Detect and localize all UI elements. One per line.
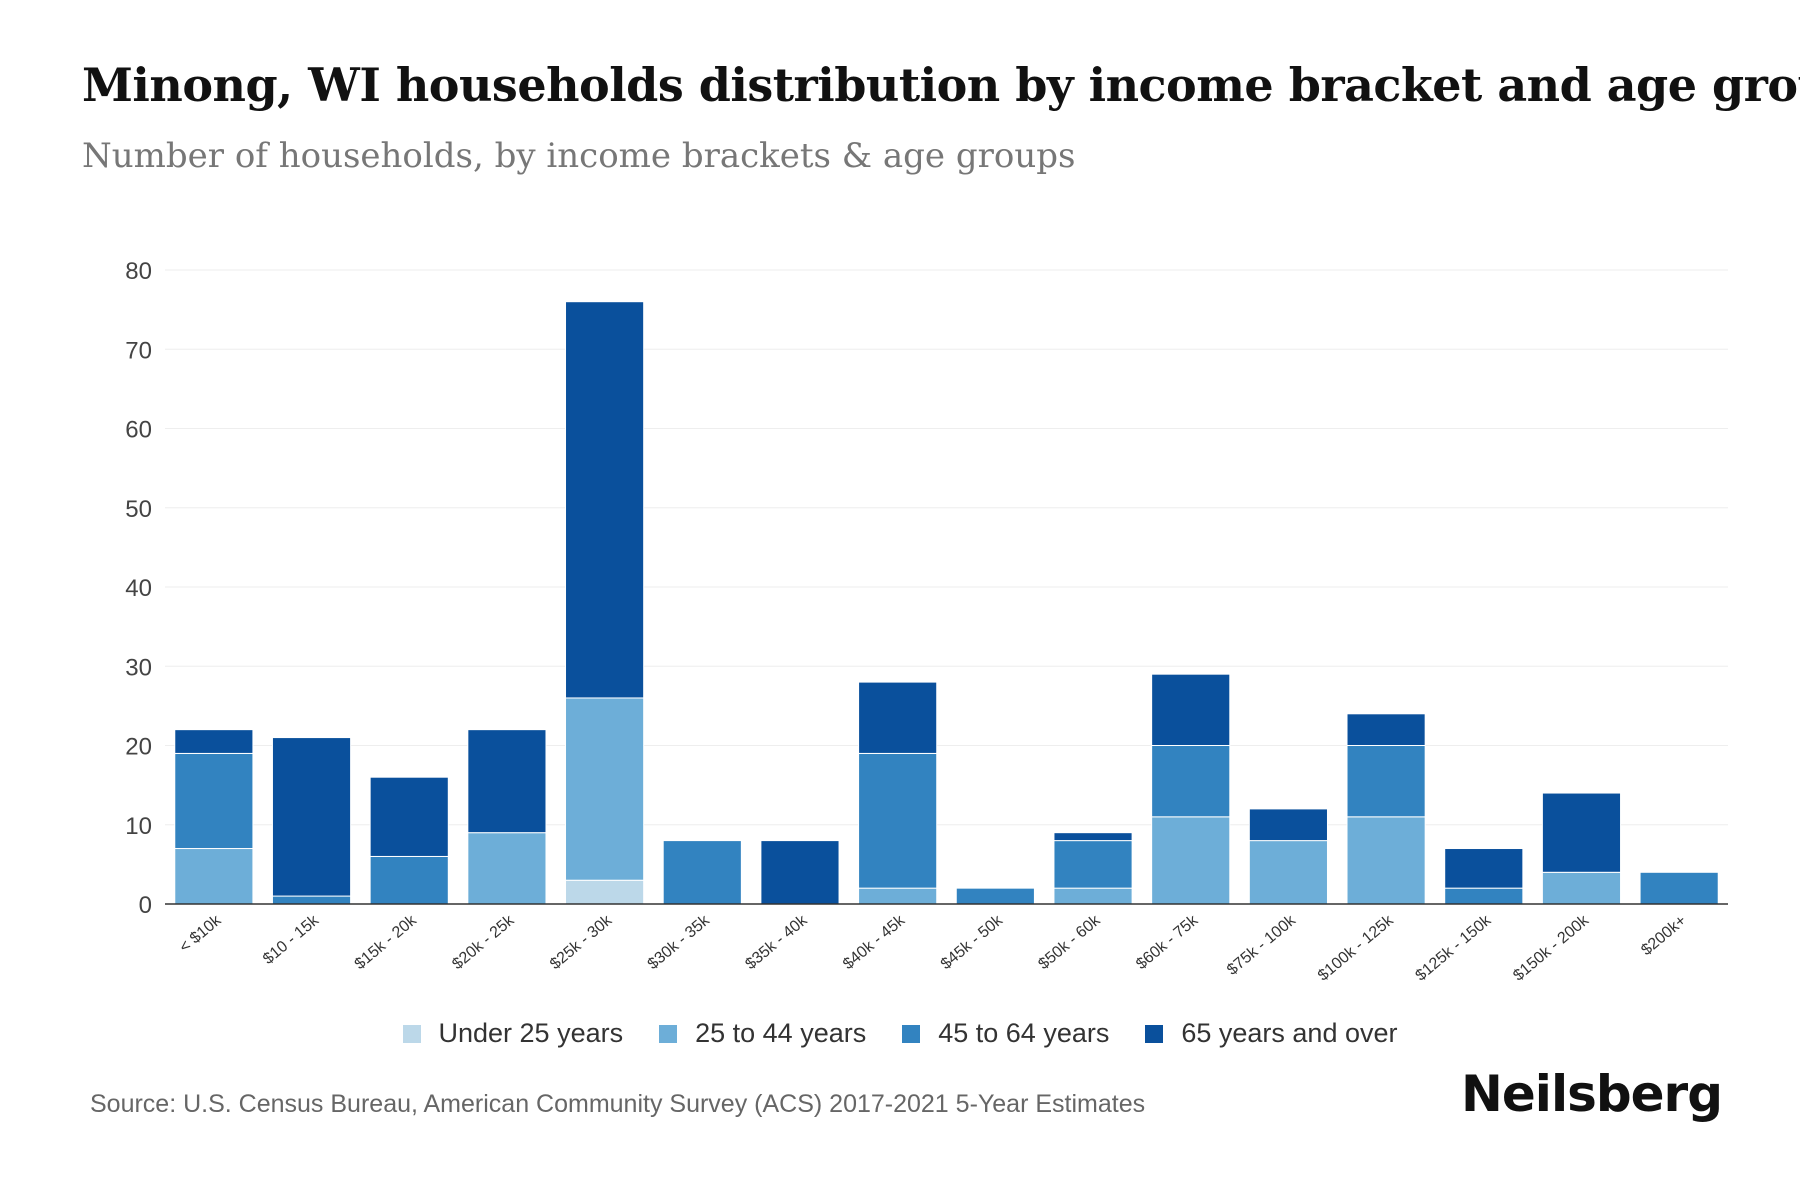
chart-title: Minong, WI households distribution by in… <box>82 58 1800 112</box>
legend-swatch <box>902 1024 921 1043</box>
chart-subtitle: Number of households, by income brackets… <box>82 136 1076 176</box>
bar-segment <box>271 895 352 905</box>
y-tick-label: 80 <box>125 258 152 285</box>
bar-segment <box>1346 816 1426 905</box>
bar-segment <box>271 737 352 897</box>
bar-segment <box>1346 713 1426 746</box>
chart-legend: Under 25 years 25 to 44 years 45 to 64 yea… <box>0 1018 1800 1049</box>
bar-segment <box>760 840 840 905</box>
legend-item: 45 to 64 years <box>902 1018 1109 1049</box>
x-tick-label: $50k - 60k <box>1035 911 1104 973</box>
y-tick-label: 20 <box>125 734 152 761</box>
bar-segment <box>858 681 938 754</box>
brand-logo: Neilsberg <box>1461 1065 1723 1123</box>
y-tick-label: 40 <box>125 575 152 602</box>
x-tick-label: $25k - 30k <box>547 911 616 973</box>
x-tick-label: $40k - 45k <box>840 911 909 973</box>
x-tick-label: $35k - 40k <box>742 911 811 973</box>
bar-segment <box>1639 871 1719 905</box>
bar-segment <box>467 729 547 834</box>
bar-segment <box>1053 832 1133 842</box>
x-tick-label: $15k - 20k <box>352 911 421 973</box>
bar-segment <box>1248 840 1328 905</box>
bar-segment <box>369 855 449 905</box>
y-tick-label: 10 <box>125 813 152 840</box>
y-tick-label: 60 <box>125 417 152 444</box>
bar-segment <box>565 301 645 699</box>
y-tick-label: 50 <box>125 496 152 523</box>
y-tick-label: 0 <box>139 892 152 919</box>
bar-segment <box>467 832 547 905</box>
legend-swatch <box>659 1024 678 1043</box>
bar-segment <box>369 776 449 857</box>
legend-item: 25 to 44 years <box>659 1018 866 1049</box>
x-tick-label: $200k+ <box>1638 912 1689 959</box>
legend-label: 65 years and over <box>1181 1018 1398 1048</box>
x-tick-label: $75k - 100k <box>1224 911 1300 978</box>
legend-label: 45 to 64 years <box>938 1018 1110 1048</box>
bar-segment <box>174 729 254 754</box>
x-tick-label: $150k - 200k <box>1510 911 1593 984</box>
bar-segment <box>1444 848 1524 889</box>
legend-item: Under 25 years <box>402 1018 624 1049</box>
bar-segment <box>174 752 254 850</box>
x-tick-label: $30k - 35k <box>645 911 714 973</box>
bar-segment <box>1248 808 1328 842</box>
x-tick-label: < $10k <box>176 911 225 956</box>
bar-segment <box>858 752 938 889</box>
bar-segment <box>1053 887 1133 905</box>
bar-segment <box>1444 887 1524 905</box>
x-tick-label: $125k - 150k <box>1413 911 1496 984</box>
bar-segment <box>662 840 742 905</box>
bar-segment <box>1151 673 1231 746</box>
bar-segment <box>174 848 254 905</box>
source-note: Source: U.S. Census Bureau, American Com… <box>90 1090 1146 1118</box>
legend-swatch <box>1145 1024 1164 1043</box>
bar-segment <box>1541 792 1622 873</box>
x-tick-label: $45k - 50k <box>938 911 1007 973</box>
legend-swatch <box>402 1024 421 1043</box>
x-tick-label: $100k - 125k <box>1315 911 1398 984</box>
x-tick-label: $60k - 75k <box>1133 911 1202 973</box>
stacked-bar-chart: 0 10 20 30 40 50 60 70 80 < $10k $10 - 15k $15k - 2… <box>125 258 1728 985</box>
legend-item: 65 years and over <box>1145 1018 1398 1049</box>
bar-segment <box>955 887 1035 905</box>
legend-label: 25 to 44 years <box>695 1018 867 1048</box>
x-tick-label: $20k - 25k <box>449 911 518 973</box>
y-tick-label: 70 <box>125 337 152 364</box>
legend-label: Under 25 years <box>438 1018 624 1048</box>
x-tick-label: $10 - 15k <box>260 911 323 968</box>
bar-segment <box>858 887 938 905</box>
y-tick-label: 30 <box>125 654 152 681</box>
bar-segment <box>1151 745 1231 818</box>
bar-segment <box>1346 745 1426 818</box>
bar-segment <box>565 879 645 905</box>
bar-segment <box>1053 840 1133 889</box>
bar-segment <box>565 697 645 881</box>
bar-segment <box>1541 871 1622 905</box>
bar-segment <box>1151 816 1231 905</box>
